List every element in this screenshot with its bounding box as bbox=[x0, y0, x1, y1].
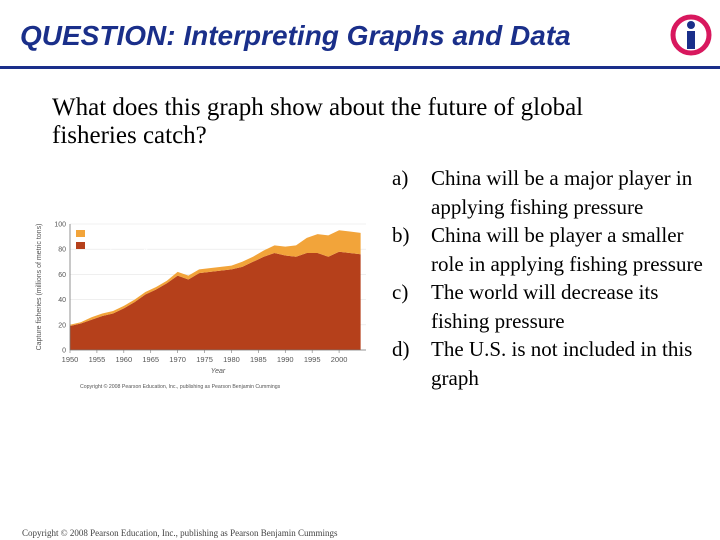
answer-letter: d) bbox=[392, 337, 410, 361]
x-tick-label: 1985 bbox=[250, 355, 267, 364]
answer-text: China will be a major player in applying… bbox=[431, 166, 693, 219]
area-series-1 bbox=[70, 230, 361, 327]
answer-text: The world will decrease its fishing pres… bbox=[431, 280, 659, 333]
x-tick-label: 1970 bbox=[169, 355, 186, 364]
legend-swatch bbox=[76, 242, 85, 249]
answer-option-c[interactable]: c) The world will decrease its fishing pr… bbox=[392, 278, 712, 335]
answer-option-a[interactable]: a) China will be a major player in applyi… bbox=[392, 164, 712, 221]
answer-letter: b) bbox=[392, 223, 410, 247]
answer-text: China will be player a smaller role in a… bbox=[431, 223, 703, 276]
question-text: What does this graph show about the futu… bbox=[52, 94, 584, 149]
answer-text: The U.S. is not included in this graph bbox=[431, 337, 693, 390]
y-axis-label: Capture fisheries (millions of metric to… bbox=[36, 224, 43, 351]
i-clicker-logo-icon bbox=[670, 14, 712, 56]
slide-title: QUESTION: Interpreting Graphs and Data bbox=[20, 20, 571, 51]
y-tick-label: 0 bbox=[62, 348, 66, 355]
x-tick-label: 1955 bbox=[89, 355, 106, 364]
y-tick-label: 100 bbox=[54, 222, 66, 229]
answer-letter: a) bbox=[392, 166, 409, 190]
title-divider bbox=[0, 66, 720, 69]
slide-copyright: Copyright © 2008 Pearson Education, Inc.… bbox=[22, 528, 338, 538]
fisheries-catch-chart: 0 20 40 60 80 100 1950 1955 1960 1965 1970 1975 1980… bbox=[36, 222, 366, 390]
answer-option-d[interactable]: d) The U.S. is not included in this graph bbox=[392, 335, 712, 392]
y-tick-label: 60 bbox=[58, 272, 66, 279]
y-tick-label: 80 bbox=[58, 247, 66, 254]
answer-option-b[interactable]: b) China will be player a smaller role in… bbox=[392, 221, 712, 278]
legend-swatch bbox=[76, 230, 85, 237]
legend-label: China bbox=[89, 230, 110, 239]
answer-list: a) China will be a major player in applyi… bbox=[392, 164, 712, 392]
y-tick-label: 40 bbox=[58, 297, 66, 304]
legend-label: World, excluding China bbox=[89, 242, 172, 251]
x-axis-label: Year bbox=[211, 368, 226, 375]
x-tick-label: 1975 bbox=[196, 355, 213, 364]
chart-copyright: Copyright © 2008 Pearson Education, Inc.… bbox=[80, 383, 281, 390]
x-tick-label: 2000 bbox=[331, 355, 348, 364]
area-series-0 bbox=[70, 251, 361, 350]
x-tick-label: 1995 bbox=[304, 355, 321, 364]
x-tick-label: 1965 bbox=[142, 355, 159, 364]
x-tick-label: 1960 bbox=[115, 355, 132, 364]
x-tick-label: 1990 bbox=[277, 355, 294, 364]
x-tick-label: 1950 bbox=[62, 355, 79, 364]
x-tick-label: 1980 bbox=[223, 355, 240, 364]
answer-letter: c) bbox=[392, 280, 409, 304]
y-tick-label: 20 bbox=[58, 322, 66, 329]
